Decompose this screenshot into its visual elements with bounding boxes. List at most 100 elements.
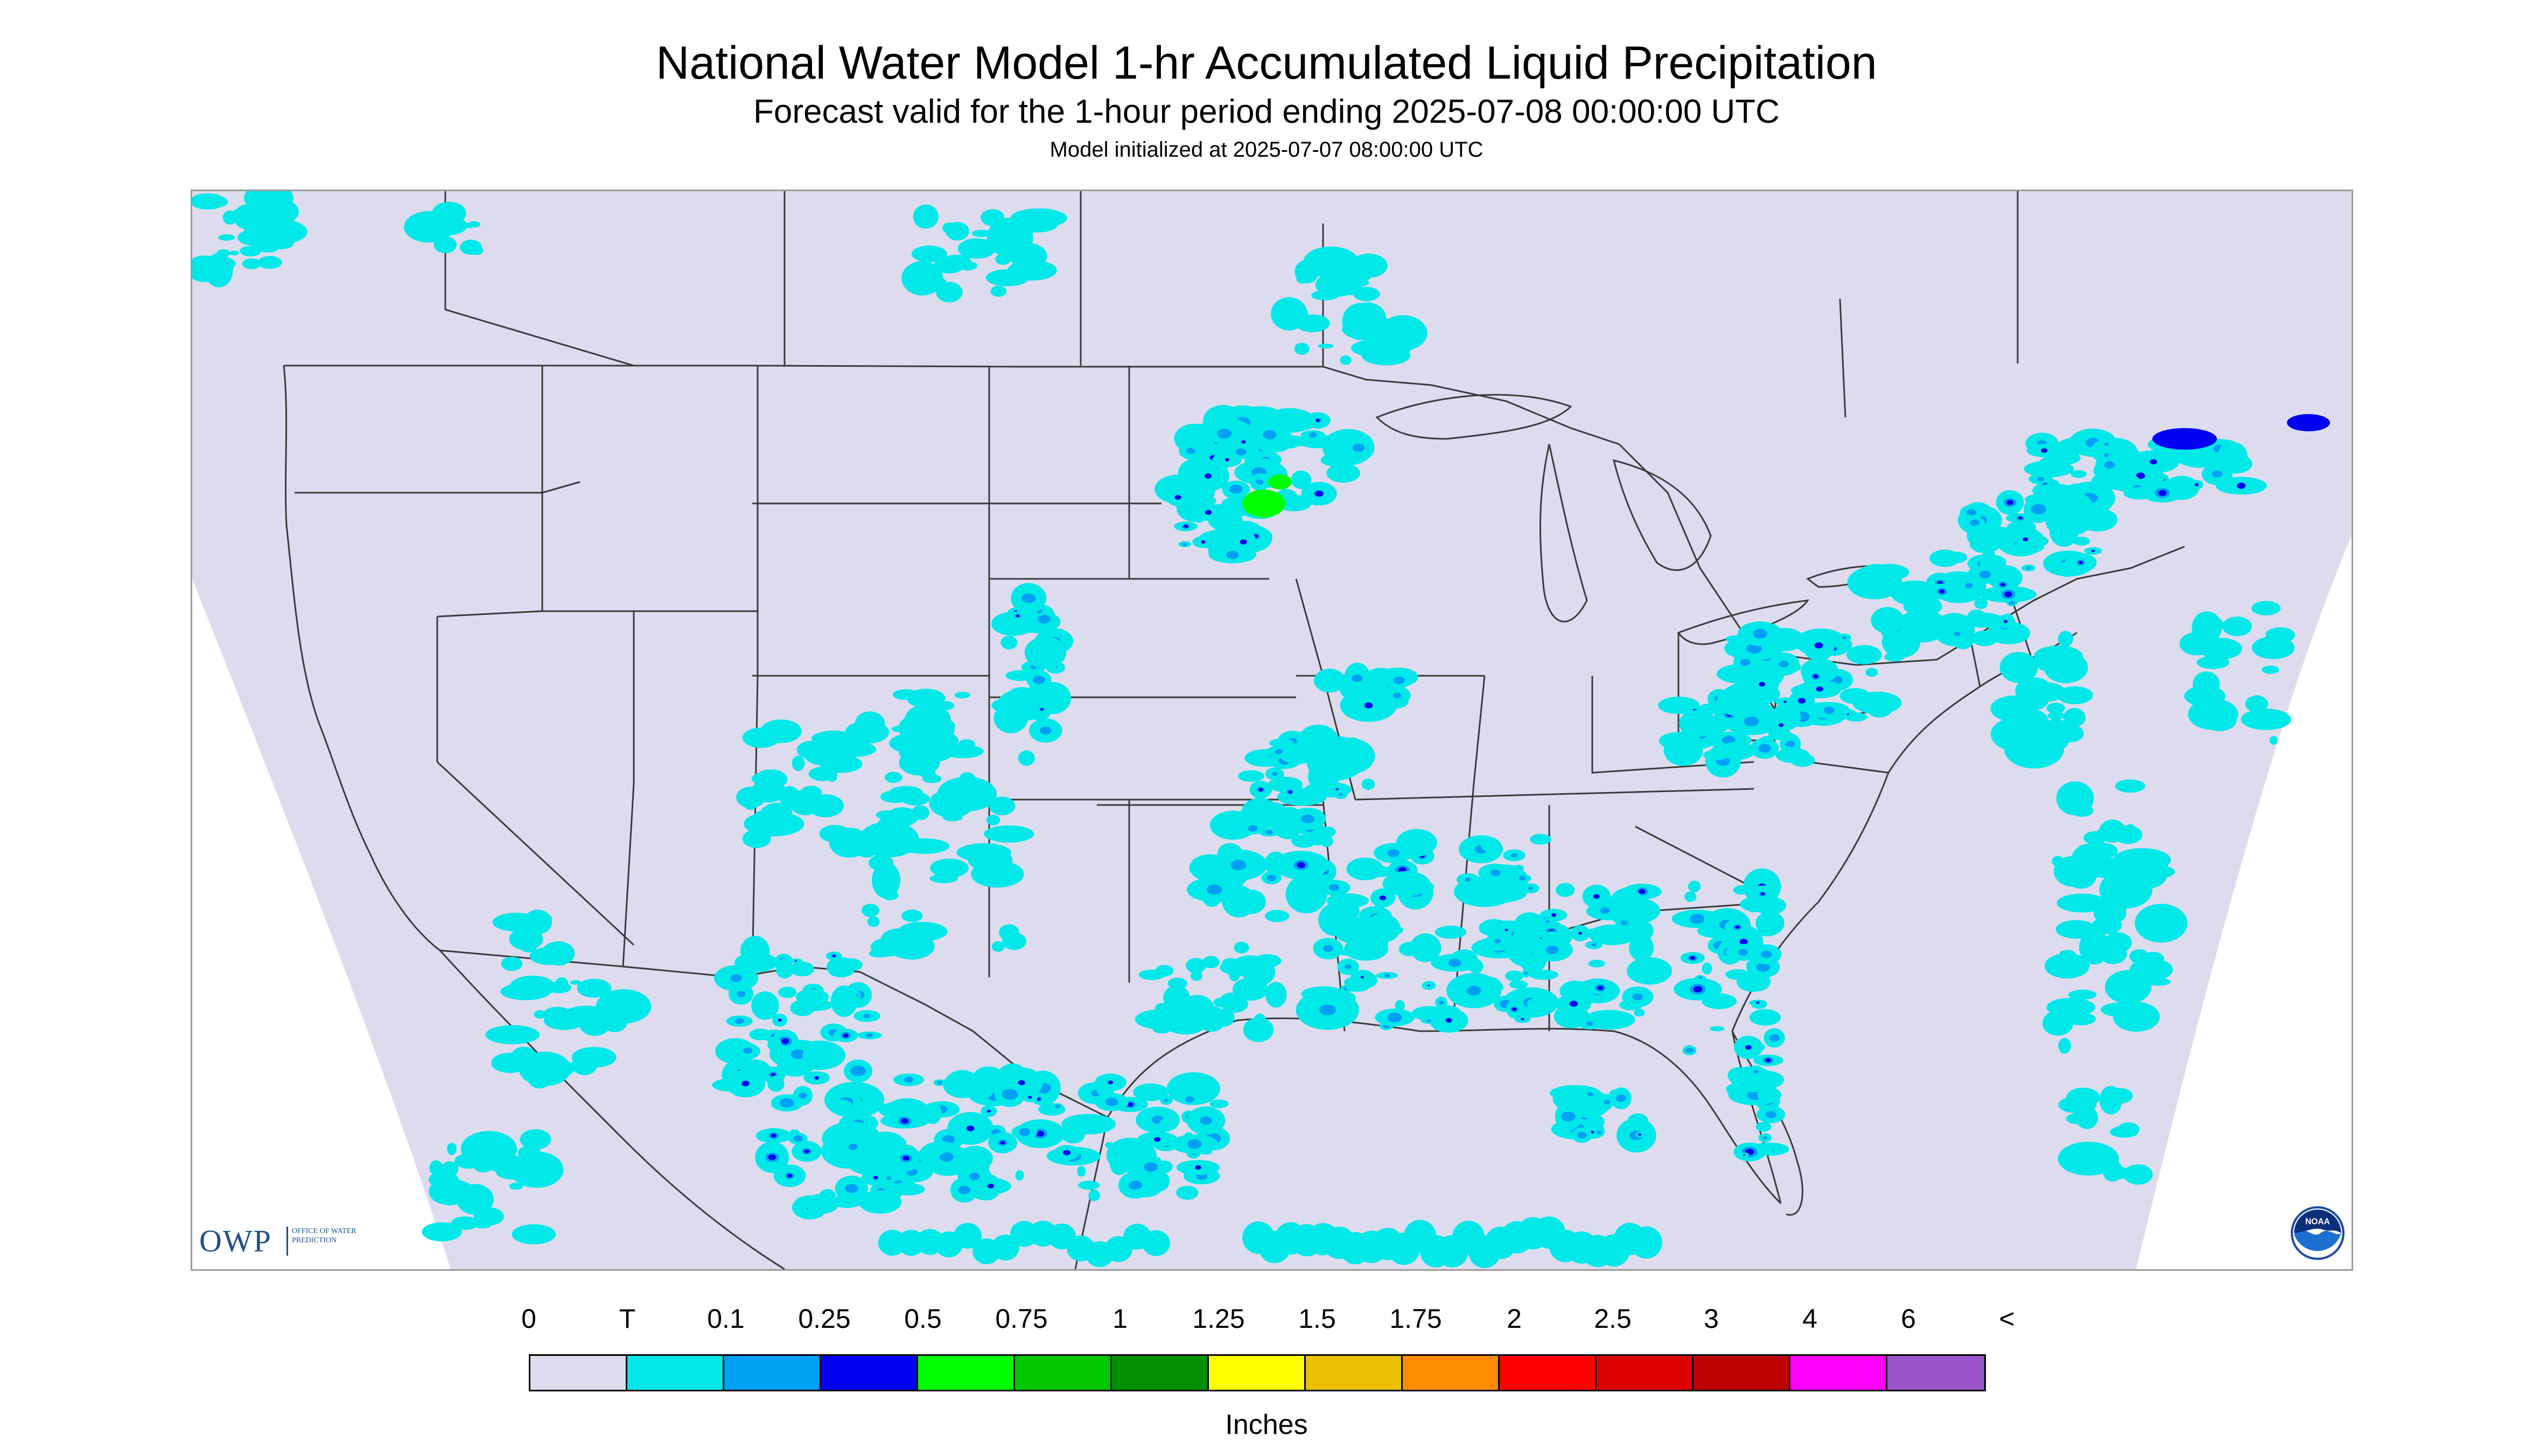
precip-medium-cell bbox=[1379, 895, 1387, 900]
precip-trace-cell bbox=[929, 789, 975, 818]
precip-trace-cell bbox=[1971, 526, 2021, 545]
precip-trace-cell bbox=[1480, 837, 1500, 852]
precip-trace-cell bbox=[1396, 880, 1435, 894]
precip-trace-cell bbox=[1154, 965, 1174, 977]
precip-light-cell bbox=[1021, 593, 1036, 603]
precip-light-cell bbox=[1779, 661, 1789, 668]
precip-light-cell bbox=[1740, 659, 1751, 666]
precip-trace-cell bbox=[2058, 1038, 2072, 1054]
precip-light-cell bbox=[2104, 461, 2115, 469]
noaa-logo-text: NOAA bbox=[2305, 1217, 2330, 1226]
precip-trace-cell bbox=[1954, 638, 1971, 649]
legend-swatch bbox=[530, 1356, 627, 1390]
precip-trace-cell bbox=[1718, 741, 1755, 760]
precip-trace-cell bbox=[1191, 443, 1222, 452]
precip-trace-cell bbox=[2269, 736, 2278, 745]
precip-light-cell bbox=[735, 1018, 744, 1024]
lake-erie bbox=[1677, 599, 1810, 645]
precip-trace-cell bbox=[989, 796, 1016, 816]
precip-trace-cell bbox=[1366, 342, 1381, 355]
precip-medium-cell bbox=[771, 1133, 776, 1138]
precip-trace-cell bbox=[554, 957, 566, 965]
owp-logo-text: OWP bbox=[199, 1223, 272, 1258]
precip-trace-cell bbox=[571, 1047, 617, 1068]
legend-swatch bbox=[1403, 1356, 1500, 1390]
precip-medium-cell bbox=[1040, 708, 1044, 711]
precip-trace-cell bbox=[1229, 970, 1240, 982]
precip-trace-cell bbox=[2042, 1011, 2074, 1036]
precip-medium-cell bbox=[2000, 583, 2006, 587]
precip-light-cell bbox=[866, 1033, 873, 1038]
precip-trace-cell bbox=[2196, 655, 2229, 669]
precip-trace-cell bbox=[2068, 990, 2097, 1000]
precip-trace-cell bbox=[1435, 925, 1467, 939]
precip-trace-cell bbox=[905, 928, 919, 939]
precip-trace-cell bbox=[1509, 980, 1528, 989]
precip-trace-cell bbox=[429, 1160, 443, 1176]
precip-trace-cell bbox=[946, 222, 969, 241]
precip-trace-cell bbox=[778, 986, 797, 998]
precip-trace-cell bbox=[1351, 338, 1412, 358]
precip-trace-cell bbox=[2070, 470, 2087, 478]
precip-trace-cell bbox=[1627, 957, 1673, 985]
precip-medium-cell bbox=[1778, 723, 1784, 727]
precip-light-cell bbox=[2037, 477, 2045, 481]
precip-medium-cell bbox=[787, 1174, 793, 1178]
precip-trace-cell bbox=[954, 691, 970, 698]
precip-trace-cell bbox=[1035, 682, 1072, 715]
legend-swatch bbox=[1306, 1356, 1403, 1390]
precip-trace-cell bbox=[1142, 1230, 1170, 1256]
precip-light-cell bbox=[1230, 859, 1247, 871]
precip-light-cell bbox=[1528, 886, 1533, 890]
precip-trace-cell bbox=[1308, 760, 1340, 792]
precip-trace-cell bbox=[862, 904, 879, 918]
precip-light-cell bbox=[1738, 949, 1748, 956]
lake-huron bbox=[1612, 459, 1712, 571]
precip-light-cell bbox=[1275, 749, 1283, 754]
legend-swatch bbox=[1015, 1356, 1112, 1390]
precip-trace-cell bbox=[549, 1060, 575, 1076]
legend-label: 1.75 bbox=[1389, 1304, 1442, 1334]
precip-trace-cell bbox=[1545, 930, 1560, 940]
precip-trace-cell bbox=[1395, 1000, 1405, 1011]
us-canada-border-east bbox=[1618, 443, 2185, 666]
precip-trace-cell bbox=[901, 792, 930, 806]
precip-light-cell bbox=[1217, 429, 1232, 439]
precip-trace-cell bbox=[1018, 750, 1035, 766]
precip-light-cell bbox=[1785, 740, 1795, 747]
precip-trace-cell bbox=[913, 204, 939, 229]
precip-trace-cell bbox=[267, 237, 294, 249]
precip-medium-cell bbox=[1551, 913, 1557, 917]
precip-medium-cell bbox=[1783, 701, 1787, 703]
precip-light-cell bbox=[1002, 1089, 1018, 1100]
precipitation-map[interactable] bbox=[191, 190, 2353, 1271]
precip-trace-cell bbox=[2251, 601, 2281, 615]
precip-light-cell bbox=[958, 1186, 971, 1194]
precip-trace-cell bbox=[1190, 970, 1203, 981]
precip-medium-cell bbox=[741, 1081, 750, 1087]
precip-trace-cell bbox=[1061, 1126, 1085, 1144]
legend-label: 0 bbox=[521, 1304, 536, 1334]
precip-trace-cell bbox=[1527, 998, 1547, 1010]
precip-trace-cell bbox=[2086, 843, 2118, 859]
precip-light-cell bbox=[1226, 550, 1239, 559]
precip-trace-cell bbox=[1999, 652, 2038, 683]
precip-trace-cell bbox=[980, 209, 1005, 226]
precip-light-cell bbox=[2104, 443, 2109, 446]
legend-label: 0.25 bbox=[798, 1304, 851, 1334]
precip-trace-cell bbox=[1702, 962, 1712, 975]
precip-trace-cell bbox=[1311, 290, 1339, 300]
precip-trace-cell bbox=[2056, 781, 2094, 816]
precip-light-cell bbox=[1620, 920, 1628, 926]
precip-medium-cell bbox=[794, 960, 797, 962]
precip-trace-cell bbox=[1232, 977, 1269, 1001]
precip-light-cell bbox=[1393, 676, 1405, 684]
precip-trace-cell bbox=[991, 941, 1005, 952]
legend-label: 0.1 bbox=[707, 1304, 745, 1334]
precip-light-cell bbox=[1769, 1034, 1780, 1042]
precip-trace-cell bbox=[527, 1063, 548, 1079]
precip-light-cell bbox=[850, 1066, 866, 1076]
legend-units: Inches bbox=[1225, 1409, 1308, 1440]
precip-trace-cell bbox=[216, 249, 230, 257]
precip-trace-cell bbox=[1749, 1009, 1781, 1026]
